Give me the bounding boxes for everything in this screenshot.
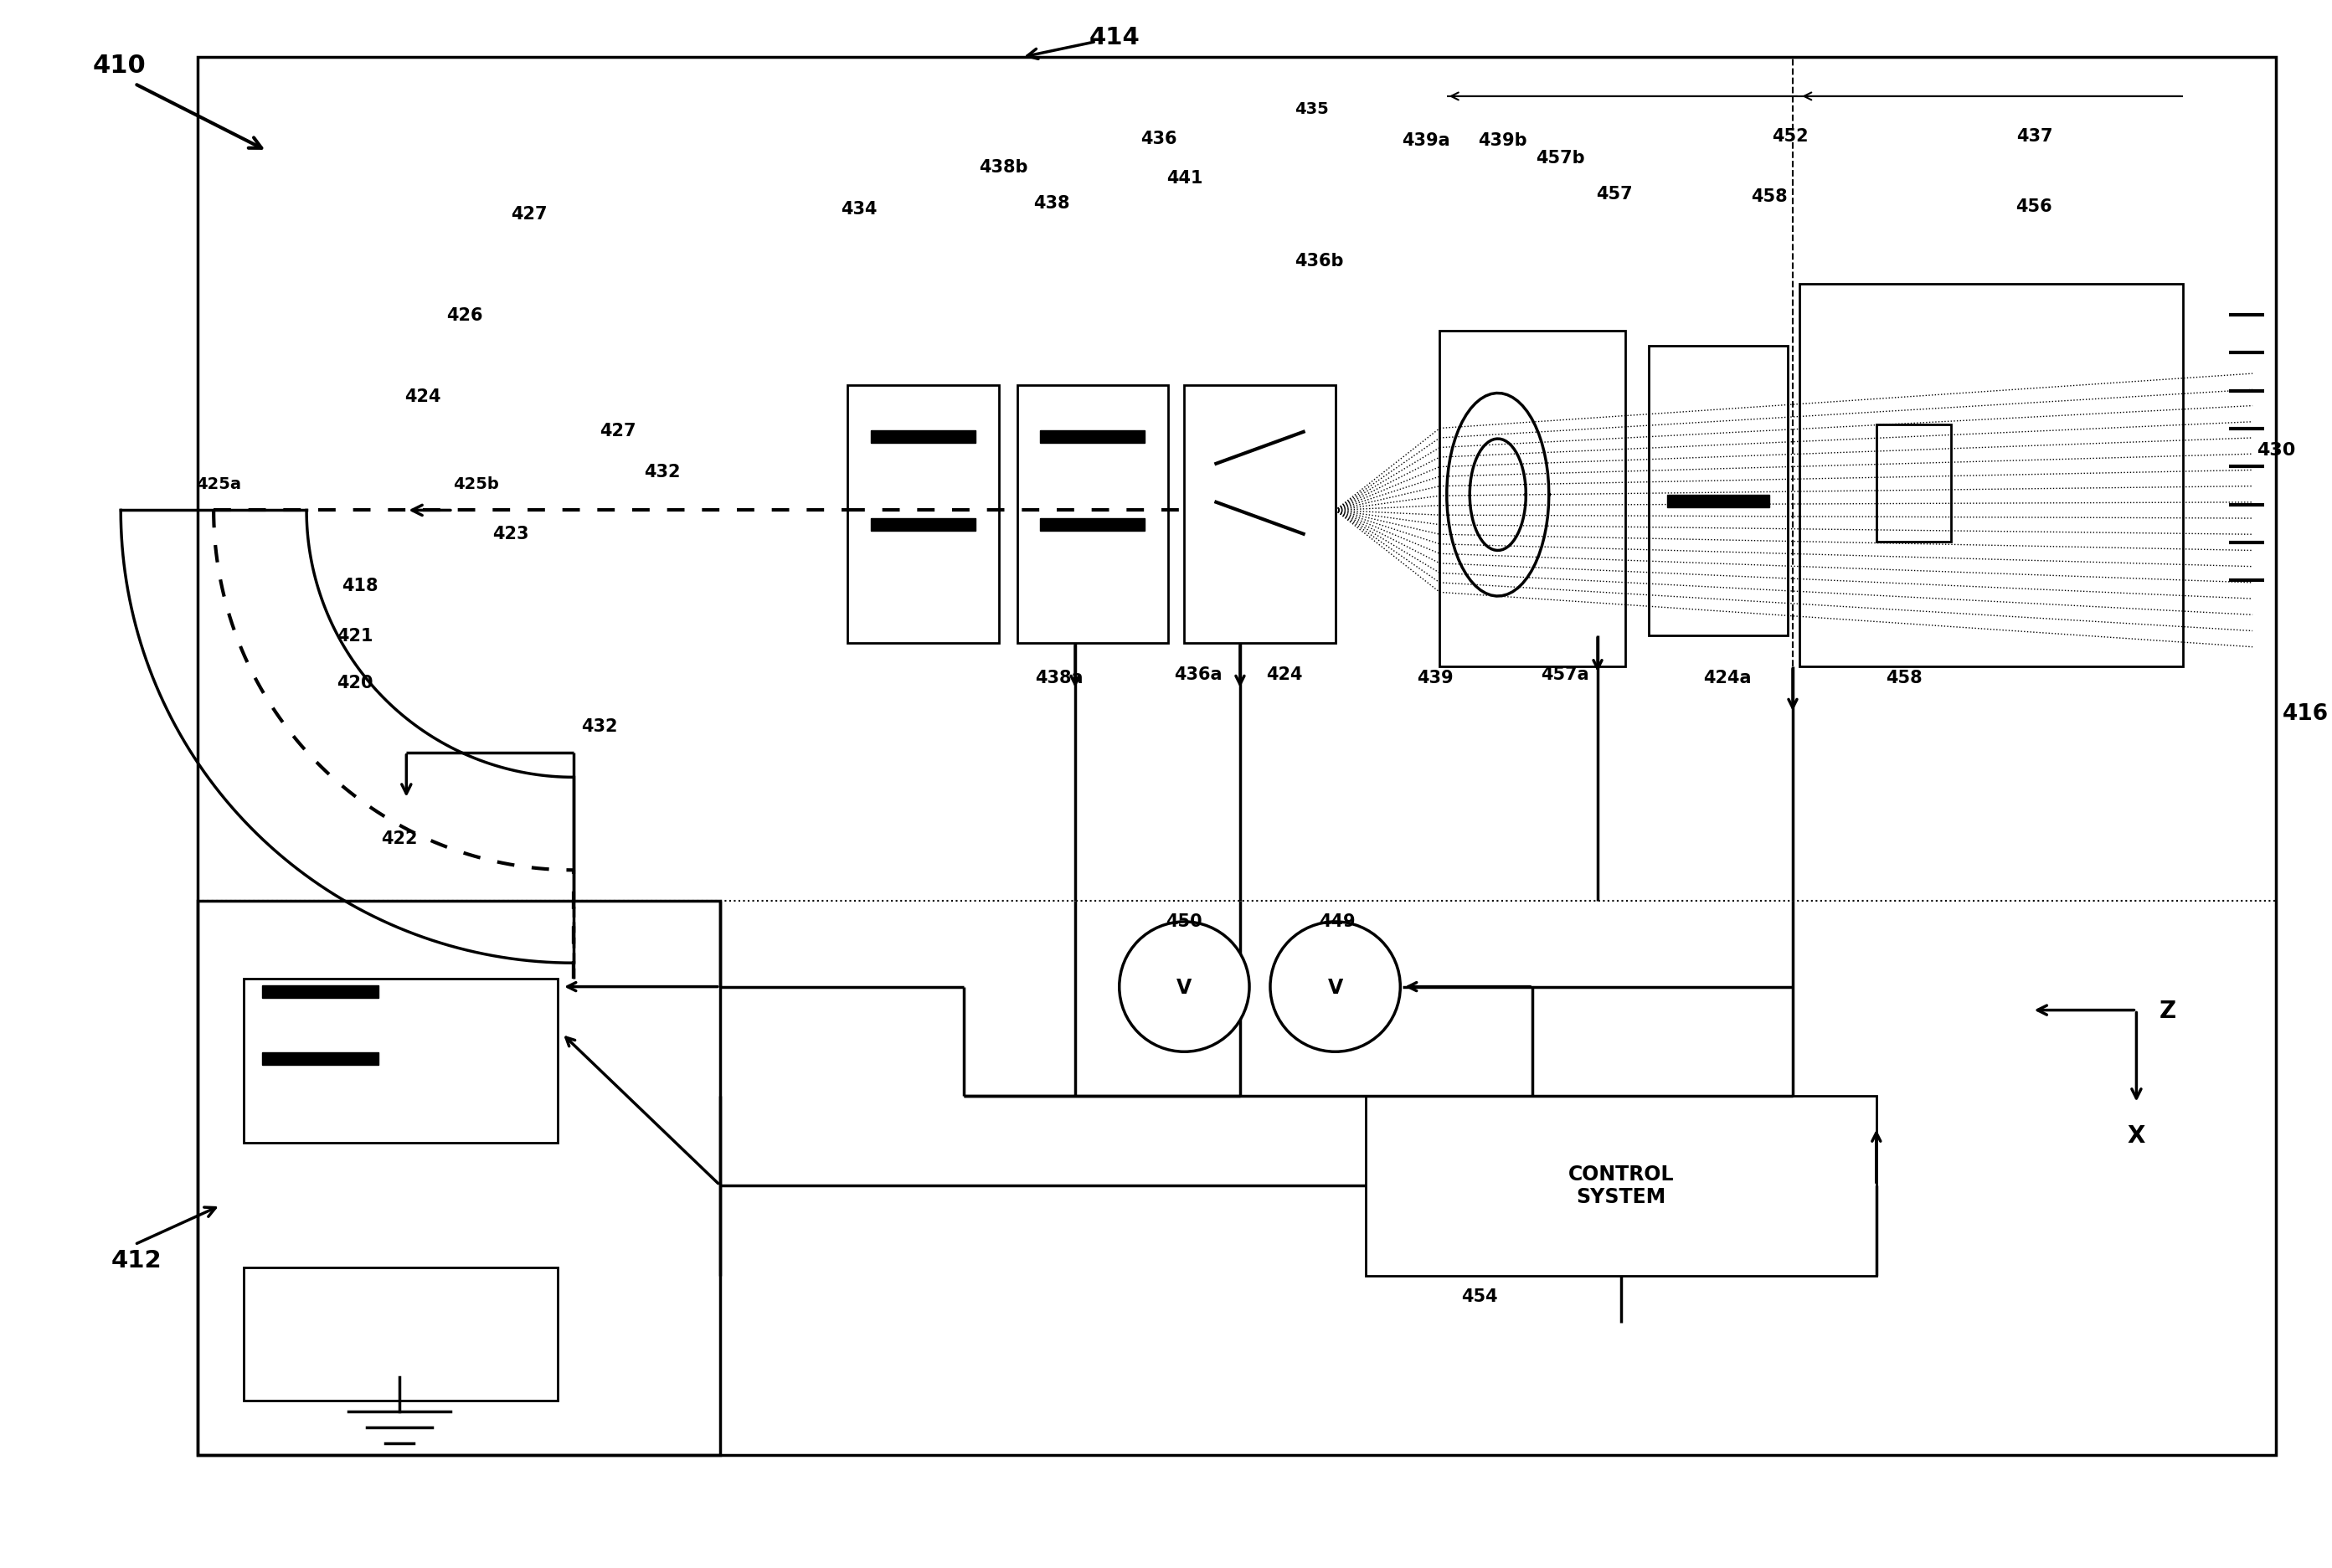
Text: 425b: 425b	[452, 477, 499, 492]
Text: 427: 427	[599, 423, 637, 439]
Text: 439a: 439a	[1402, 132, 1451, 149]
Text: 424: 424	[403, 389, 441, 405]
Text: 437: 437	[2017, 127, 2052, 144]
Text: 436: 436	[1140, 130, 1178, 147]
Text: 416: 416	[2283, 702, 2330, 724]
Text: 458: 458	[1887, 670, 1922, 687]
Text: 436a: 436a	[1175, 666, 1222, 684]
Bar	[264, 1052, 378, 1065]
Text: 418: 418	[343, 577, 378, 594]
Bar	[1439, 331, 1625, 666]
Text: 439b: 439b	[1478, 132, 1527, 149]
Text: 425a: 425a	[196, 477, 240, 492]
Text: 439: 439	[1418, 670, 1453, 687]
Text: 414: 414	[1089, 27, 1140, 49]
Text: CONTROL
SYSTEM: CONTROL SYSTEM	[1567, 1163, 1674, 1207]
Text: 452: 452	[1772, 127, 1810, 144]
Bar	[1040, 519, 1145, 532]
Bar	[847, 386, 998, 643]
Text: 422: 422	[380, 831, 417, 847]
Bar	[870, 431, 975, 444]
Text: 450: 450	[1166, 913, 1203, 930]
Text: 441: 441	[1166, 169, 1203, 187]
Text: 457: 457	[1595, 185, 1632, 202]
Bar	[1800, 284, 2183, 666]
Text: 420: 420	[338, 674, 373, 691]
Text: Z: Z	[2159, 999, 2176, 1022]
Bar	[1040, 431, 1145, 444]
Bar	[1185, 386, 1336, 643]
Bar	[870, 519, 975, 532]
Text: 423: 423	[492, 525, 529, 543]
Text: 457a: 457a	[1541, 666, 1590, 684]
Bar	[264, 985, 378, 997]
Text: 412: 412	[112, 1248, 163, 1272]
Text: 454: 454	[1460, 1287, 1497, 1305]
Text: 435: 435	[1294, 102, 1329, 118]
Text: V: V	[1178, 977, 1192, 997]
Bar	[1667, 495, 1770, 508]
Bar	[198, 902, 721, 1455]
Text: 458: 458	[1751, 188, 1789, 205]
Text: 436b: 436b	[1294, 252, 1343, 270]
Text: 424a: 424a	[1705, 670, 1751, 687]
Text: 432: 432	[581, 718, 618, 734]
Text: 410: 410	[93, 53, 147, 78]
Text: V: V	[1327, 977, 1343, 997]
Text: 438: 438	[1033, 194, 1070, 212]
Text: 427: 427	[511, 205, 548, 223]
Text: 430: 430	[2257, 442, 2295, 458]
Text: 456: 456	[2015, 198, 2052, 215]
Bar	[245, 1269, 557, 1400]
Bar	[198, 58, 2276, 1455]
Bar	[1367, 1096, 1877, 1276]
Bar	[1877, 425, 1950, 543]
Text: 434: 434	[842, 201, 877, 218]
Text: 432: 432	[644, 464, 681, 480]
Bar	[245, 978, 557, 1143]
Text: 449: 449	[1320, 913, 1355, 930]
Bar	[1649, 347, 1789, 635]
Text: X: X	[2127, 1124, 2145, 1148]
Circle shape	[1271, 922, 1399, 1052]
Text: 457b: 457b	[1537, 149, 1586, 166]
Text: 421: 421	[338, 627, 373, 644]
Circle shape	[1119, 922, 1250, 1052]
Text: 424: 424	[1266, 666, 1301, 684]
Bar	[1017, 386, 1168, 643]
Text: 438b: 438b	[979, 158, 1028, 176]
Text: 438a: 438a	[1035, 670, 1082, 687]
Text: 426: 426	[445, 307, 483, 325]
